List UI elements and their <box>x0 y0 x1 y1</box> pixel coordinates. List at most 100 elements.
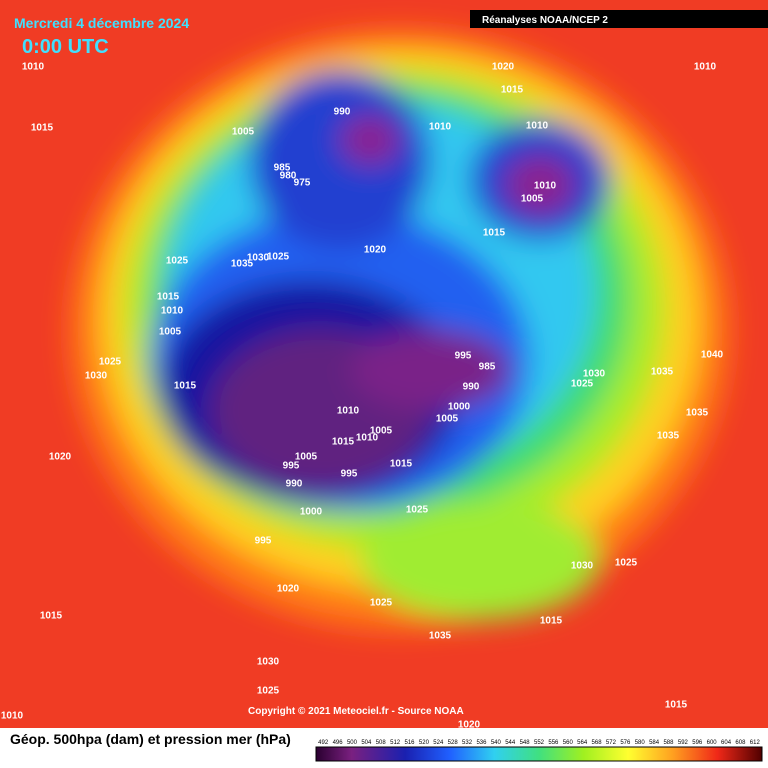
isobar-label: 1020 <box>458 720 481 731</box>
isobar-label: 1010 <box>356 433 379 444</box>
isobar-label: 1015 <box>31 123 54 134</box>
isobar-label: 1035 <box>231 259 254 270</box>
colorbar-label: 544 <box>505 740 516 746</box>
isobar-label: 1025 <box>370 598 393 609</box>
isobar-label: 1010 <box>22 62 45 73</box>
colorbar-label: 528 <box>448 740 459 746</box>
isobar-label: 1005 <box>521 194 544 205</box>
isobar-label: 990 <box>463 382 480 393</box>
isobar-label: 1035 <box>429 631 452 642</box>
isobar-label: 1015 <box>390 459 413 470</box>
colorbar-label: 584 <box>649 740 660 746</box>
colorbar-label: 532 <box>462 740 473 746</box>
isobar-label: 990 <box>286 479 303 490</box>
isobar-label: 990 <box>334 107 351 118</box>
geopotential-field <box>70 30 730 630</box>
isobar-label: 1015 <box>501 85 524 96</box>
colorbar-label: 496 <box>333 740 344 746</box>
isobar-label: 1040 <box>701 350 724 361</box>
colorbar-label: 512 <box>390 740 401 746</box>
isobar-label: 1025 <box>257 686 280 697</box>
isobar-label: 1015 <box>540 616 563 627</box>
isobar-label: 1035 <box>657 431 680 442</box>
isobar-label: 1025 <box>406 505 429 516</box>
isobar-label: 1030 <box>257 657 280 668</box>
isobar-label: 1035 <box>651 367 674 378</box>
isobar-label: 1030 <box>571 561 594 572</box>
isobar-label: 995 <box>341 469 358 480</box>
copyright: Copyright © 2021 Meteociel.fr - Source N… <box>248 706 464 717</box>
colorbar-label: 612 <box>750 740 761 746</box>
isobar-label: 1015 <box>157 292 180 303</box>
colorbar-label: 520 <box>419 740 430 746</box>
colorbar-label: 604 <box>721 740 732 746</box>
isobar-label: 1020 <box>277 584 300 595</box>
isobar-label: 1010 <box>694 62 717 73</box>
isobar-label: 1015 <box>665 700 688 711</box>
isobar-label: 1025 <box>571 379 594 390</box>
colorbar-label: 608 <box>735 740 746 746</box>
isobar-label: 1030 <box>583 369 606 380</box>
colorbar-label: 556 <box>548 740 559 746</box>
isobar-label: 1035 <box>686 408 709 419</box>
isobar-label: 985 <box>479 362 496 373</box>
isobar-label: 1005 <box>232 127 255 138</box>
isobar-label: 1020 <box>364 245 387 256</box>
colorbar-label: 552 <box>534 740 545 746</box>
isobar-label: 1015 <box>332 437 355 448</box>
isobar-label: 1000 <box>448 402 471 413</box>
isobar-label: 1005 <box>370 426 393 437</box>
colorbar-label: 592 <box>678 740 689 746</box>
colorbar-label: 600 <box>707 740 718 746</box>
colorbar-label: 516 <box>405 740 416 746</box>
colorbar-label: 560 <box>563 740 574 746</box>
isobar-label: 1000 <box>300 507 323 518</box>
isobar-label: 995 <box>255 536 272 547</box>
isobar-label: 1010 <box>534 181 557 192</box>
isobar-label: 1015 <box>40 611 63 622</box>
colorbar-label: 540 <box>491 740 502 746</box>
time: 0:00 UTC <box>22 36 109 58</box>
isobar-label: 1010 <box>161 306 184 317</box>
colorbar <box>315 746 763 762</box>
isobar-label: 995 <box>283 461 300 472</box>
date: Mercredi 4 décembre 2024 <box>14 15 189 31</box>
isobar-label: 1010 <box>429 122 452 133</box>
colorbar-label: 588 <box>663 740 674 746</box>
colorbar-label: 572 <box>606 740 617 746</box>
colorbar-label: 576 <box>620 740 631 746</box>
legend-text: Géop. 500hpa (dam) et pression mer (hPa) <box>10 731 291 747</box>
colorbar-label: 492 <box>318 740 329 746</box>
isobar-label: 975 <box>294 178 311 189</box>
isobar-label: 1005 <box>295 452 318 463</box>
isobar-label: 995 <box>455 351 472 362</box>
isobar-label: 1025 <box>615 558 638 569</box>
isobar-label: 1015 <box>174 381 197 392</box>
colorbar-label: 504 <box>361 740 372 746</box>
colorbar-label: 564 <box>577 740 588 746</box>
colorbar-label: 536 <box>476 740 487 746</box>
isobar-label: 1030 <box>247 253 270 264</box>
isobar-label: 980 <box>280 171 297 182</box>
isobar-label: 985 <box>274 163 291 174</box>
isobar-label: 1020 <box>49 452 72 463</box>
isobar-label: 1025 <box>267 252 290 263</box>
isobar-label: 1015 <box>483 228 506 239</box>
isobar-label: 1010 <box>1 711 24 722</box>
colorbar-label: 580 <box>635 740 646 746</box>
isobar-label: 1030 <box>85 371 108 382</box>
isobar-label: 1010 <box>337 406 360 417</box>
isobar-label: 1010 <box>526 121 549 132</box>
isobar-label: 1020 <box>492 62 515 73</box>
colorbar-label: 524 <box>433 740 444 746</box>
isobar-label: 1005 <box>436 414 459 425</box>
colorbar-label: 596 <box>692 740 703 746</box>
colorbar-label: 508 <box>376 740 387 746</box>
isobar-label: 1025 <box>99 357 122 368</box>
colorbar-label: 568 <box>592 740 603 746</box>
colorbar-label: 500 <box>347 740 358 746</box>
isobar-label: 1025 <box>166 256 189 267</box>
isobar-label: 1005 <box>159 327 182 338</box>
source: Réanalyses NOAA/NCEP 2 <box>482 15 608 26</box>
